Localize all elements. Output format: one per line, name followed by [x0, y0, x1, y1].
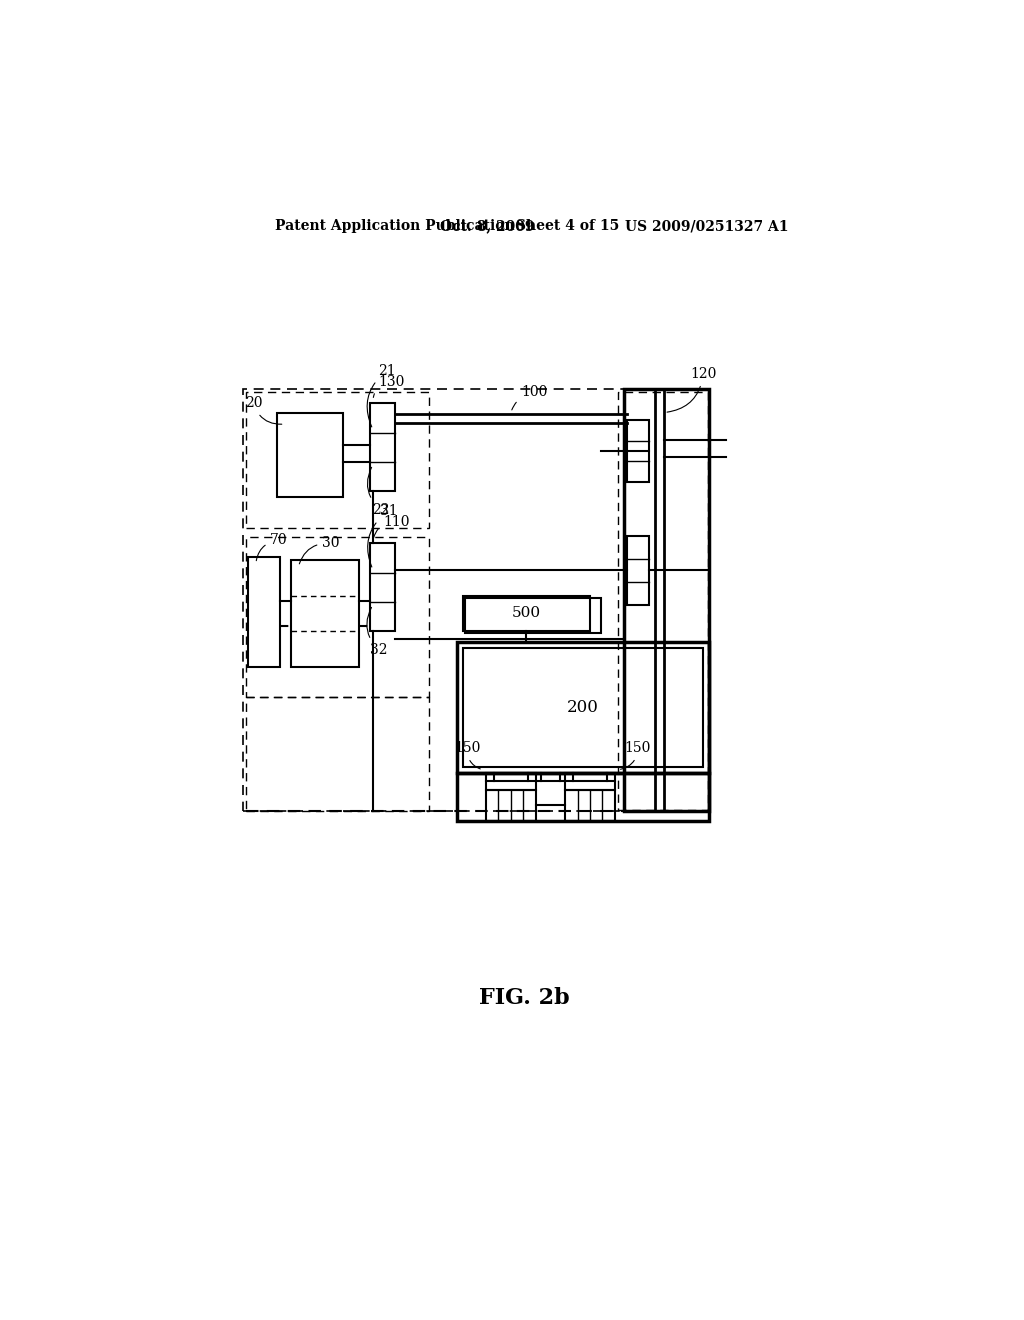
Text: 200: 200: [567, 698, 599, 715]
Bar: [465, 598, 601, 634]
Bar: [246, 697, 429, 812]
Text: 21: 21: [368, 364, 395, 426]
Text: 70: 70: [256, 533, 288, 561]
Bar: [457, 642, 710, 774]
Text: 110: 110: [374, 515, 410, 537]
Text: US 2009/0251327 A1: US 2009/0251327 A1: [625, 219, 788, 234]
Text: Patent Application Publication: Patent Application Publication: [275, 219, 515, 234]
Bar: [248, 557, 280, 667]
Text: 500: 500: [512, 606, 541, 620]
Bar: [463, 648, 703, 767]
Bar: [463, 595, 590, 631]
Text: 22: 22: [368, 467, 389, 516]
Bar: [627, 420, 649, 482]
Text: 120: 120: [667, 367, 716, 412]
Bar: [624, 389, 710, 812]
Bar: [457, 774, 710, 821]
Bar: [370, 404, 394, 491]
Bar: [486, 774, 536, 789]
Bar: [246, 392, 429, 528]
Bar: [486, 789, 536, 821]
Text: 31: 31: [368, 504, 397, 568]
Bar: [617, 392, 708, 810]
Text: FIG. 2b: FIG. 2b: [479, 987, 570, 1008]
Bar: [291, 561, 359, 667]
Text: 30: 30: [299, 536, 340, 564]
Bar: [243, 389, 710, 812]
Bar: [627, 536, 649, 605]
Text: 100: 100: [512, 385, 547, 411]
Text: Oct. 8, 2009: Oct. 8, 2009: [440, 219, 535, 234]
Bar: [370, 544, 394, 631]
Text: 150: 150: [621, 742, 651, 770]
Bar: [276, 412, 343, 498]
Text: 20: 20: [245, 396, 282, 424]
Text: 32: 32: [367, 607, 388, 656]
Text: Sheet 4 of 15: Sheet 4 of 15: [515, 219, 618, 234]
Bar: [565, 774, 614, 789]
Text: 150: 150: [455, 742, 480, 770]
Bar: [565, 789, 614, 821]
Bar: [246, 537, 429, 697]
Text: 130: 130: [374, 375, 404, 397]
